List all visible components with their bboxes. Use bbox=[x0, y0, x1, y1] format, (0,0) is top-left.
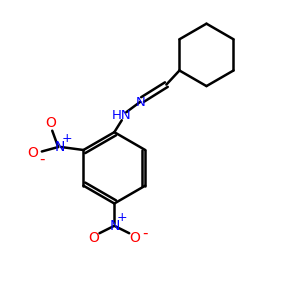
Text: +: + bbox=[116, 211, 127, 224]
Text: N: N bbox=[109, 219, 119, 233]
Text: N: N bbox=[136, 96, 146, 109]
Text: N: N bbox=[55, 140, 65, 154]
Text: O: O bbox=[28, 146, 38, 160]
Text: O: O bbox=[45, 116, 56, 130]
Text: O: O bbox=[130, 231, 141, 245]
Text: HN: HN bbox=[112, 109, 132, 122]
Text: +: + bbox=[62, 132, 72, 145]
Text: O: O bbox=[88, 231, 99, 245]
Text: -: - bbox=[40, 152, 45, 167]
Text: -: - bbox=[142, 226, 148, 241]
